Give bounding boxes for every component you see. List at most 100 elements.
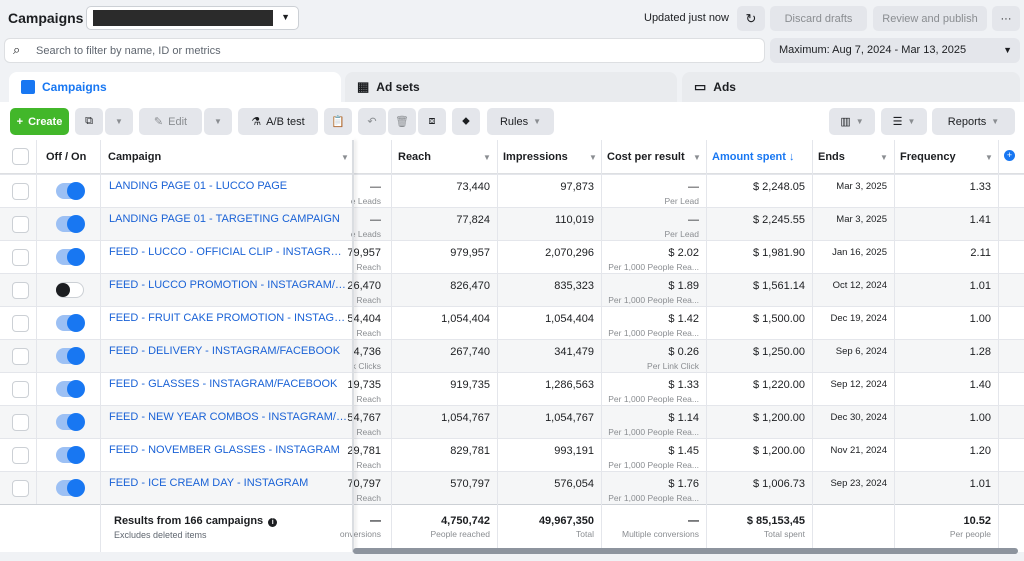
col-cost-per-result[interactable]: Cost per result — [607, 151, 685, 163]
info-icon[interactable]: i — [268, 518, 278, 527]
row-checkbox[interactable] — [12, 315, 29, 332]
preview-button[interactable]: ⧈ — [418, 108, 446, 135]
duplicate-button[interactable]: ⧉ — [75, 108, 103, 135]
table-row[interactable]: FEED - LUCCO - OFFICIAL CLIP - INSTAGRAM… — [0, 240, 1024, 273]
col-reach[interactable]: Reach — [398, 151, 432, 163]
edit-button[interactable]: ✎ Edit — [139, 108, 202, 135]
tab-ad-sets[interactable]: ▦ Ad sets — [345, 72, 677, 102]
totals-amount-sub: Total spent — [763, 529, 805, 539]
row-checkbox[interactable] — [12, 183, 29, 200]
divider — [601, 140, 602, 552]
row-checkbox[interactable] — [12, 348, 29, 365]
delivery-toggle[interactable] — [56, 380, 85, 398]
table-row[interactable]: FEED - ICE CREAM DAY - INSTAGRAM 70,797 Re… — [0, 471, 1024, 504]
refresh-button[interactable]: ↻ — [737, 6, 765, 31]
col-amount-spent[interactable]: Amount spent ↓ — [712, 140, 794, 174]
row-checkbox[interactable] — [12, 480, 29, 497]
search-bar[interactable]: ⌕ Search to filter by name, ID or metric… — [4, 38, 765, 63]
campaign-name-link[interactable]: FEED - LUCCO - OFFICIAL CLIP - INSTAGRAM — [109, 246, 347, 258]
tab-ads[interactable]: ▭ Ads — [682, 72, 1020, 102]
campaign-name-link[interactable]: FEED - ICE CREAM DAY - INSTAGRAM — [109, 477, 309, 489]
tag-button[interactable]: ⬥ — [452, 108, 480, 135]
ends-value: Dec 19, 2024 — [830, 313, 887, 324]
undo-button[interactable]: ↶ — [358, 108, 386, 135]
campaign-name-link[interactable]: FEED - GLASSES - INSTAGRAM/FACEBOOK — [109, 378, 338, 390]
row-checkbox[interactable] — [12, 249, 29, 266]
tab-campaigns[interactable]: Campaigns — [9, 72, 341, 102]
delivery-toggle[interactable] — [56, 314, 85, 332]
delete-button[interactable]: 🗑 — [388, 108, 416, 135]
col-campaign[interactable]: Campaign — [108, 151, 162, 163]
campaign-name-link[interactable]: LANDING PAGE 01 - TARGETING CAMPAIGN — [109, 213, 340, 225]
discard-drafts-button[interactable]: Discard drafts — [770, 6, 867, 31]
frequency-cell: 1.00 — [894, 307, 998, 339]
create-button[interactable]: + Create — [10, 108, 69, 135]
table-row[interactable]: FEED - NEW YEAR COMBOS - INSTAGRAM/FACE.… — [0, 405, 1024, 438]
row-checkbox[interactable] — [12, 381, 29, 398]
col-ends[interactable]: Ends — [818, 151, 845, 163]
duplicate-menu-button[interactable]: ▼ — [105, 108, 133, 135]
table-row[interactable]: FEED - NOVEMBER GLASSES - INSTAGRAM 29,78… — [0, 438, 1024, 471]
clipboard-button[interactable]: 📋 — [324, 108, 352, 135]
date-range-selector[interactable]: Maximum: Aug 7, 2024 - Mar 13, 2025 ▼ — [770, 38, 1020, 63]
campaign-name-link[interactable]: FEED - NEW YEAR COMBOS - INSTAGRAM/FACE.… — [109, 411, 347, 423]
cost-value: $ 1.33 — [668, 379, 699, 391]
campaign-name-link[interactable]: FEED - FRUIT CAKE PROMOTION - INSTAGRAM/… — [109, 312, 347, 324]
delivery-toggle[interactable] — [56, 446, 85, 464]
columns-button[interactable]: ▥ ▼ — [829, 108, 875, 135]
reports-button[interactable]: Reports ▼ — [932, 108, 1015, 135]
table-row[interactable]: FEED - LUCCO PROMOTION - INSTAGRAM/FACE.… — [0, 273, 1024, 306]
breakdown-button[interactable]: ☰ ▼ — [881, 108, 927, 135]
row-checkbox[interactable] — [12, 414, 29, 431]
row-checkbox[interactable] — [12, 447, 29, 464]
table-header: Off / On Campaign ▼ Reach ▼ Impressions … — [0, 140, 1024, 174]
ab-test-button[interactable]: ⚗ A/B test — [238, 108, 318, 135]
frequency-cell: 2.11 — [894, 241, 998, 273]
cost-sub: Per 1,000 People Rea... — [608, 427, 699, 437]
results-value: 29,781 — [347, 445, 381, 457]
delivery-toggle[interactable] — [56, 215, 85, 233]
delivery-toggle[interactable] — [56, 413, 85, 431]
delivery-toggle[interactable] — [56, 282, 84, 298]
select-all-checkbox[interactable] — [12, 148, 29, 165]
ends-cell: Oct 12, 2024 — [812, 274, 894, 306]
delivery-toggle[interactable] — [56, 479, 85, 497]
campaign-name-link[interactable]: LANDING PAGE 01 - LUCCO PAGE — [109, 180, 288, 192]
horizontal-scrollbar[interactable] — [353, 548, 1018, 554]
table-row[interactable]: FEED - GLASSES - INSTAGRAM/FACEBOOK 19,73… — [0, 372, 1024, 405]
divider — [894, 140, 895, 552]
rules-button[interactable]: Rules ▼ — [487, 108, 554, 135]
table-row[interactable]: FEED - FRUIT CAKE PROMOTION - INSTAGRAM/… — [0, 306, 1024, 339]
more-options-button[interactable]: ··· — [992, 6, 1020, 31]
row-checkbox[interactable] — [12, 216, 29, 233]
col-offon[interactable]: Off / On — [46, 151, 87, 163]
col-impressions[interactable]: Impressions — [503, 151, 568, 163]
reach-value: 267,740 — [450, 346, 490, 358]
add-column-icon[interactable]: + — [1004, 150, 1015, 161]
ad-icon: ▭ — [694, 79, 707, 94]
row-checkbox[interactable] — [12, 282, 29, 299]
ends-cell: Sep 6, 2024 — [812, 340, 894, 372]
reach-value: 1,054,404 — [441, 313, 490, 325]
col-frequency[interactable]: Frequency — [900, 151, 956, 163]
clipboard-icon: 📋 — [331, 116, 345, 128]
campaign-name-link[interactable]: FEED - DELIVERY - INSTAGRAM/FACEBOOK — [109, 345, 341, 357]
account-selector[interactable]: ▼ — [86, 6, 299, 30]
ends-cell: Dec 30, 2024 — [812, 406, 894, 438]
edit-menu-button[interactable]: ▼ — [204, 108, 232, 135]
table-row[interactable]: FEED - DELIVERY - INSTAGRAM/FACEBOOK 4,73… — [0, 339, 1024, 372]
delivery-toggle[interactable] — [56, 347, 85, 365]
table-row[interactable]: LANDING PAGE 01 - TARGETING CAMPAIGN — e L… — [0, 207, 1024, 240]
totals-amount-value: $ 85,153,45 — [746, 515, 805, 527]
review-publish-button[interactable]: Review and publish — [873, 6, 987, 31]
campaign-name-link[interactable]: FEED - NOVEMBER GLASSES - INSTAGRAM — [109, 444, 340, 456]
amount-cell: $ 1,200.00 — [706, 406, 812, 438]
table-row[interactable]: LANDING PAGE 01 - LUCCO PAGE — e Leads 73,4… — [0, 174, 1024, 207]
campaign-name-link[interactable]: FEED - LUCCO PROMOTION - INSTAGRAM/FACE.… — [109, 279, 347, 291]
divider — [36, 140, 37, 504]
search-input[interactable]: Search to filter by name, ID or metrics — [36, 45, 221, 57]
chevron-down-icon: ▼ — [533, 117, 542, 126]
delivery-toggle[interactable] — [56, 248, 85, 266]
results-cell: 29,781 Reach — [340, 439, 388, 471]
delivery-toggle[interactable] — [56, 182, 85, 200]
